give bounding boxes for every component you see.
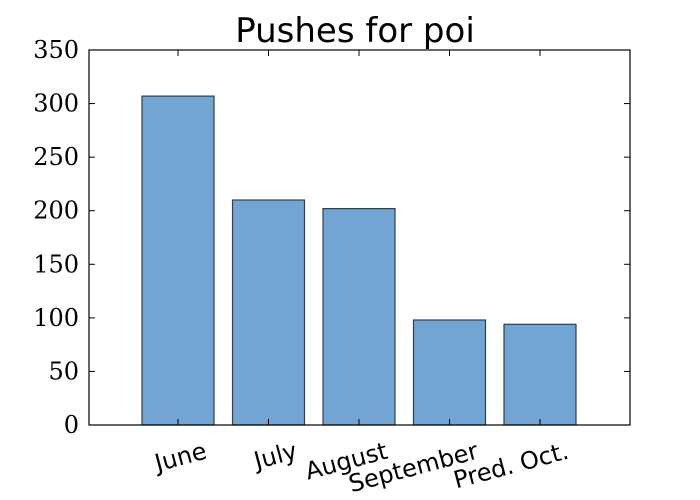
y-axis: 0 50 100 150 200 250 300 350 (33, 36, 630, 439)
y-tick-label: 250 (33, 143, 79, 171)
y-tick-label: 200 (33, 197, 79, 225)
plot-frame (88, 49, 631, 426)
y-tick-label: 50 (48, 357, 79, 385)
x-tick-label: July (249, 437, 300, 476)
bars-group (141, 95, 577, 426)
x-tick-label: June (150, 437, 210, 478)
y-tick-label: 100 (33, 304, 79, 332)
bar-september (412, 319, 487, 426)
chart-title: Pushes for poi (235, 11, 475, 51)
bar-july (231, 199, 306, 426)
bar-pred-oct (503, 323, 577, 426)
y-tick-label: 150 (33, 250, 79, 278)
y-tick-label: 350 (33, 36, 79, 64)
y-tick-label: 300 (33, 90, 79, 118)
y-tick-label: 0 (64, 411, 79, 439)
bar-august (322, 208, 396, 426)
bar-june (141, 95, 215, 426)
